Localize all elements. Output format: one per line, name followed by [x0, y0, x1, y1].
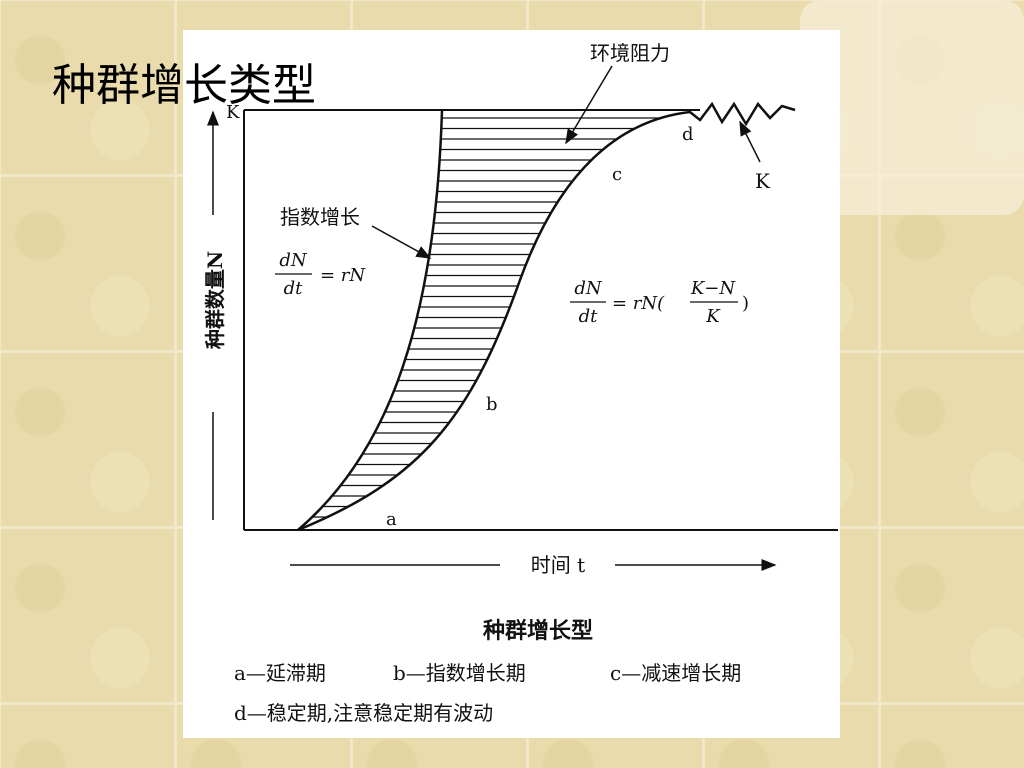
- point-label: b: [486, 394, 498, 415]
- formula-close: ): [742, 293, 749, 314]
- x-axis-label: 时间 t: [531, 553, 585, 577]
- formula-num: dN: [279, 250, 308, 271]
- figure-panel: [183, 30, 840, 738]
- point-label: d: [682, 124, 694, 145]
- k-arrow: [739, 120, 761, 163]
- formula-num: dN: [574, 278, 603, 299]
- exp-curve: [297, 109, 444, 531]
- caption-title: 种群增长型: [483, 618, 593, 644]
- formula-den: K: [705, 306, 721, 327]
- exp-label: 指数增长: [280, 205, 360, 229]
- legend-item: d—稳定期,注意稳定期有波动: [234, 701, 493, 725]
- legend-item: c—减速增长期: [610, 661, 741, 685]
- axis-top-label: K: [226, 102, 240, 123]
- formula-den: dt: [284, 278, 304, 299]
- formula-num: K−N: [690, 278, 737, 299]
- resistance-label: 环境阻力: [590, 41, 670, 65]
- y-axis-label: 种群数量N: [203, 251, 227, 350]
- logistic-curve: [297, 101, 796, 532]
- exp-arrow: [371, 225, 432, 259]
- seal-watermark: [800, 0, 1024, 215]
- formula-rhs: = rN: [320, 265, 366, 286]
- formula-rhs: = rN(: [612, 293, 665, 314]
- point-label: a: [386, 509, 397, 530]
- slide-title: 种群增长类型: [52, 60, 316, 111]
- legend-item: a—延滞期: [234, 661, 326, 685]
- point-label: c: [612, 164, 622, 185]
- k-label: K: [755, 169, 771, 193]
- legend-item: b—指数增长期: [393, 661, 526, 685]
- formula-den: dt: [579, 306, 599, 327]
- resistance-arrow: [565, 65, 613, 145]
